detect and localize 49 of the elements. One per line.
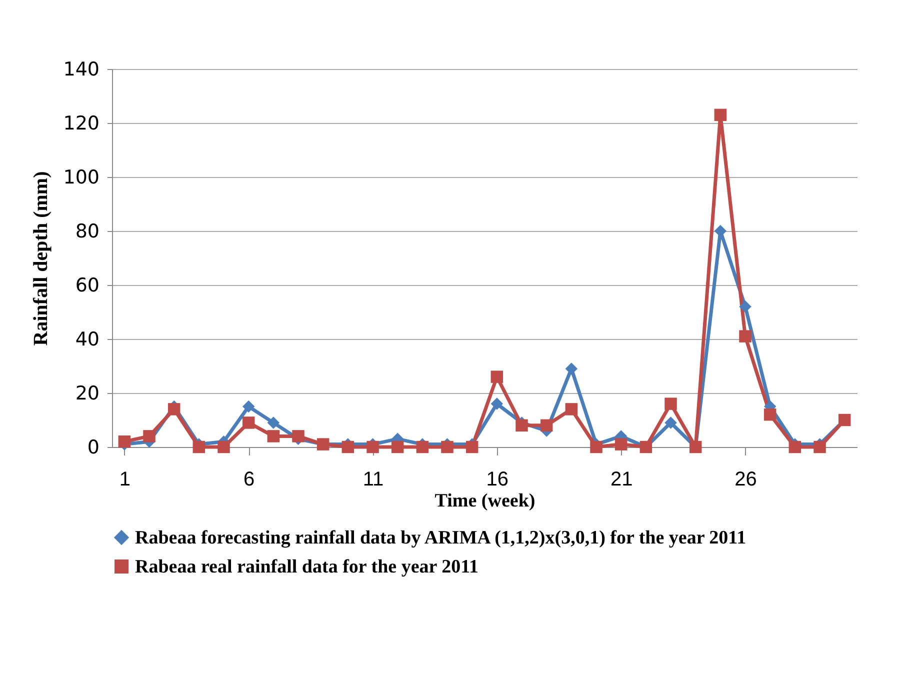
x-axis-title: Time (week) xyxy=(434,490,536,512)
y-tick-label: 0 xyxy=(87,436,100,458)
point xyxy=(490,398,504,410)
point xyxy=(614,438,628,450)
point xyxy=(788,440,802,454)
legend-label: Rabeaa forecasting rainfall data by ARIMA (1,1,2)x(3,0,1) for the year 2011 xyxy=(135,528,746,548)
point xyxy=(565,403,578,416)
point xyxy=(342,440,354,454)
x-tick-label: 16 xyxy=(486,468,509,490)
point xyxy=(391,440,404,454)
y-tick-label: 20 xyxy=(75,382,100,404)
y-tick-label: 60 xyxy=(75,274,100,296)
x-tick-label: 6 xyxy=(244,468,255,490)
x-tick-label: 21 xyxy=(610,468,633,490)
point xyxy=(168,403,180,416)
legend-label: Rabeaa real rainfall data for the year 2011 xyxy=(135,556,479,578)
point xyxy=(366,440,379,454)
point xyxy=(441,440,454,454)
x-tick-label: 1 xyxy=(119,468,130,490)
point xyxy=(565,362,578,375)
point xyxy=(590,440,602,454)
point xyxy=(292,430,304,442)
y-tick-label: 40 xyxy=(75,328,100,350)
point xyxy=(739,330,752,342)
y-axis-title: Rainfall depth (mm) xyxy=(30,171,52,346)
point xyxy=(739,300,752,313)
point xyxy=(490,370,504,383)
point xyxy=(516,419,528,432)
y-tick-label: 140 xyxy=(63,58,100,80)
y-tick-label: 120 xyxy=(63,112,100,134)
y-tick-label: 100 xyxy=(63,166,100,188)
point xyxy=(267,416,280,429)
point xyxy=(664,416,677,429)
point xyxy=(267,430,280,442)
point xyxy=(814,440,826,454)
point xyxy=(143,430,156,442)
point xyxy=(466,440,478,454)
point xyxy=(764,408,776,421)
point xyxy=(218,440,230,454)
point xyxy=(664,398,677,410)
x-tick-label: 11 xyxy=(362,468,384,490)
point xyxy=(416,440,429,454)
point xyxy=(242,416,255,429)
point xyxy=(242,400,255,413)
y-tick-label: 80 xyxy=(75,220,100,242)
point xyxy=(540,419,553,432)
point xyxy=(714,108,727,122)
x-tick-label: 26 xyxy=(734,468,757,490)
point xyxy=(192,440,206,454)
